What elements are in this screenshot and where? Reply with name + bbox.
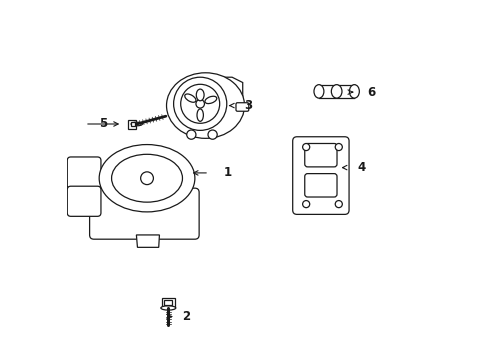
Ellipse shape	[349, 85, 359, 98]
FancyBboxPatch shape	[292, 137, 348, 215]
Ellipse shape	[313, 85, 323, 98]
FancyBboxPatch shape	[236, 103, 248, 111]
Circle shape	[207, 130, 217, 139]
Circle shape	[173, 77, 226, 130]
Ellipse shape	[111, 154, 182, 202]
Ellipse shape	[99, 145, 195, 212]
Text: 1: 1	[223, 166, 231, 179]
Circle shape	[302, 144, 309, 150]
Circle shape	[335, 201, 342, 208]
FancyBboxPatch shape	[130, 122, 135, 126]
Ellipse shape	[197, 109, 203, 121]
Circle shape	[196, 100, 204, 108]
Ellipse shape	[196, 89, 203, 101]
FancyBboxPatch shape	[304, 144, 336, 167]
Text: 5: 5	[99, 117, 107, 130]
Polygon shape	[209, 77, 242, 125]
FancyBboxPatch shape	[128, 120, 136, 129]
Circle shape	[181, 84, 219, 123]
FancyBboxPatch shape	[67, 157, 101, 189]
Ellipse shape	[161, 306, 175, 310]
Text: 4: 4	[357, 161, 366, 174]
FancyBboxPatch shape	[304, 174, 336, 197]
Ellipse shape	[331, 85, 341, 98]
Text: 2: 2	[182, 310, 190, 323]
Ellipse shape	[131, 122, 142, 126]
FancyBboxPatch shape	[162, 298, 174, 307]
Polygon shape	[136, 235, 159, 247]
FancyBboxPatch shape	[164, 300, 172, 306]
Circle shape	[186, 130, 196, 139]
Text: 3: 3	[244, 99, 252, 112]
FancyBboxPatch shape	[67, 186, 101, 216]
Ellipse shape	[204, 96, 216, 104]
Circle shape	[141, 172, 153, 185]
Ellipse shape	[166, 73, 244, 138]
Ellipse shape	[184, 94, 196, 102]
Circle shape	[302, 201, 309, 208]
Circle shape	[335, 144, 342, 150]
FancyBboxPatch shape	[89, 188, 199, 239]
Text: 6: 6	[366, 86, 374, 99]
